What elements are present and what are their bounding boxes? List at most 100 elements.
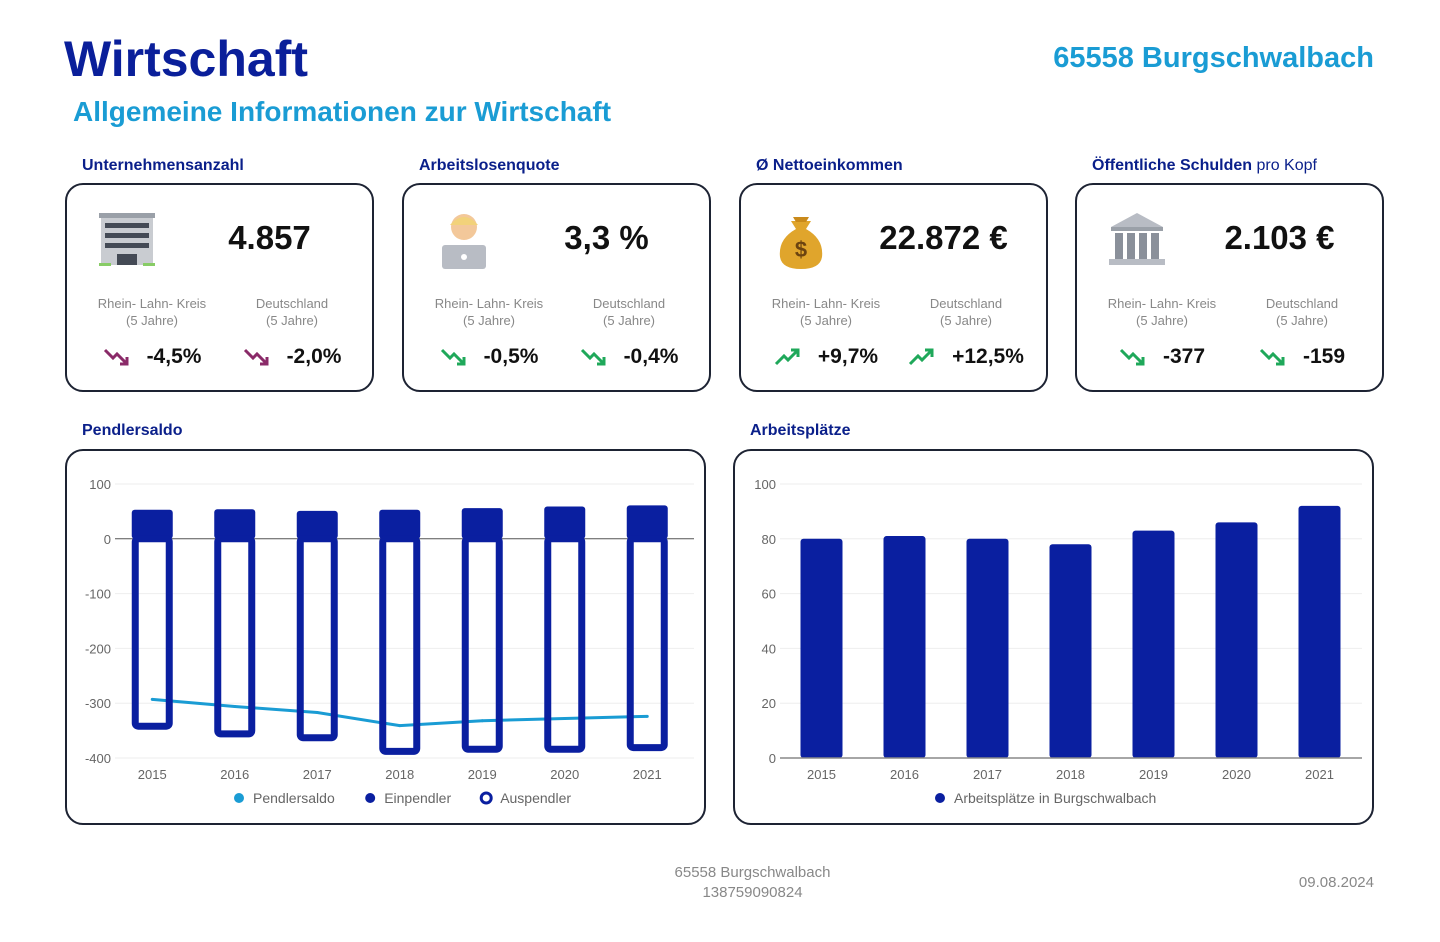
- pendlersaldo-point: [480, 719, 484, 723]
- einpendler-bar: [214, 509, 256, 539]
- x-tick-label: 2017: [303, 767, 332, 782]
- pendlersaldo-chart: 100 0 -100 -200 -300 -400 2015 2016 2017 2018 2019…: [85, 477, 694, 806]
- auspendler-bar: [626, 535, 668, 752]
- pendlersaldo-point: [645, 714, 649, 718]
- kpi-change-country: -2,0%: [222, 345, 362, 369]
- kpi-value: 3,3 %: [564, 219, 649, 256]
- legend-marker-icon: [234, 793, 244, 803]
- einpendler-bar: [544, 506, 586, 539]
- arbeitsplaetze-bar: [1049, 544, 1092, 758]
- y-tick-label: -200: [85, 641, 111, 656]
- pendlersaldo-point: [398, 724, 402, 728]
- kpi-compare-region: Rhein- Lahn- Kreis (5 Jahre): [1107, 296, 1217, 328]
- footer-location: 65558 Burgschwalbach: [674, 864, 831, 881]
- auspendler-bar: [296, 535, 338, 742]
- x-tick-label: 2016: [220, 767, 249, 782]
- kpi-compare-region: Rhein- Lahn- Kreis (5 Jahre): [434, 296, 544, 328]
- kpi-compare-country: Deutschland (5 Jahre): [592, 296, 666, 328]
- footer-id: 138759090824: [702, 884, 803, 901]
- kpi-value: 2.103 €: [1224, 219, 1335, 256]
- kpi-change-country: -0,4%: [559, 345, 699, 369]
- kpi-label: Unternehmensanzahl: [82, 157, 244, 174]
- kpi-change-region: -0,5%: [419, 345, 559, 369]
- einpendler-bar: [296, 510, 338, 539]
- kpi-card: 2.103 € Rhein- Lahn- Kreis (5 Jahre) Deutsc…: [1075, 183, 1384, 392]
- pendlersaldo-title: Pendlersaldo: [82, 422, 183, 439]
- kpi-card: $22.872 € Rhein- Lahn- Kreis (5 Jahre) Deut…: [739, 183, 1048, 392]
- auspendler-bar: [379, 535, 421, 755]
- trend-down-icon: [440, 348, 466, 366]
- x-tick-label: 2019: [1139, 767, 1168, 782]
- einpendler-bar: [379, 509, 421, 539]
- kpi-change-country: -159: [1232, 345, 1372, 369]
- einpendler-bar: [461, 508, 503, 539]
- arbeitsplaetze-bar: [1215, 522, 1258, 758]
- y-tick-label: 80: [762, 532, 776, 547]
- arbeitsplaetze-title: Arbeitsplätze: [750, 422, 851, 439]
- trend-down-icon: [103, 348, 129, 366]
- einpendler-bar: [131, 509, 173, 539]
- trend-down-icon: [1119, 348, 1145, 366]
- auspendler-bar: [544, 535, 586, 753]
- x-tick-label: 2015: [807, 767, 836, 782]
- x-tick-label: 2018: [1056, 767, 1085, 782]
- pendlersaldo-point: [233, 704, 237, 708]
- person-laptop-icon: [442, 214, 486, 269]
- money-bag-icon: $: [779, 217, 823, 269]
- einpendler-bar: [626, 505, 668, 539]
- kpi-value: 22.872 €: [879, 219, 1008, 256]
- bank-building-icon: [1109, 213, 1165, 265]
- trend-down-icon: [580, 348, 606, 366]
- kpi-change-region: +9,7%: [756, 345, 896, 369]
- x-tick-label: 2021: [1305, 767, 1334, 782]
- legend-label: Einpendler: [384, 790, 451, 806]
- auspendler-bar: [461, 535, 503, 753]
- pendlersaldo-panel: 100 0 -100 -200 -300 -400 2015 2016 2017 2018 2019…: [65, 449, 706, 825]
- x-tick-label: 2015: [138, 767, 167, 782]
- legend-marker-icon: [479, 791, 493, 805]
- location-title: 65558 Burgschwalbach: [1053, 42, 1374, 74]
- footer-info: 65558 Burgschwalbach 138759090824: [0, 863, 1440, 903]
- y-tick-label: 100: [89, 477, 111, 492]
- legend-label: Auspendler: [500, 790, 571, 806]
- y-tick-label: 0: [769, 751, 776, 766]
- page-subtitle: Allgemeine Informationen zur Wirtschaft: [73, 96, 612, 127]
- kpi-label: Ø Nettoeinkommen: [756, 157, 903, 174]
- page-title: Wirtschaft: [64, 31, 309, 87]
- kpi-compare-region: Rhein- Lahn- Kreis (5 Jahre): [771, 296, 881, 328]
- arbeitsplaetze-chart: 0 20 40 60 80 100 2015 2016 2017 2018 2019 2020 2021…: [754, 477, 1362, 806]
- kpi-card: 3,3 % Rhein- Lahn- Kreis (5 Jahre) Deutschl…: [402, 183, 711, 392]
- arbeitsplaetze-bar: [1298, 505, 1341, 758]
- kpi-compare-region: Rhein- Lahn- Kreis (5 Jahre): [97, 296, 207, 328]
- auspendler-bar: [131, 535, 173, 730]
- y-tick-label: -100: [85, 587, 111, 602]
- footer-date: 09.08.2024: [1298, 874, 1374, 891]
- trend-down-icon: [1259, 348, 1285, 366]
- x-tick-label: 2020: [1222, 767, 1251, 782]
- kpi-label: Arbeitslosenquote: [419, 157, 560, 174]
- pendlersaldo-point: [150, 697, 154, 701]
- trend-down-icon: [243, 348, 269, 366]
- x-tick-label: 2021: [633, 767, 662, 782]
- x-tick-label: 2019: [468, 767, 497, 782]
- kpi-compare-country: Deutschland (5 Jahre): [1265, 296, 1339, 328]
- x-tick-label: 2018: [385, 767, 414, 782]
- kpi-value: 4.857: [228, 219, 311, 256]
- y-tick-label: 20: [762, 696, 776, 711]
- kpi-change-region: -377: [1092, 345, 1232, 369]
- arbeitsplaetze-bar: [800, 538, 843, 758]
- svg-text:$: $: [795, 237, 807, 262]
- kpi-label: Öffentliche Schulden pro Kopf: [1092, 157, 1317, 174]
- x-tick-label: 2016: [890, 767, 919, 782]
- auspendler-bar: [214, 535, 256, 738]
- kpi-card: 4.857 Rhein- Lahn- Kreis (5 Jahre) Deutschl…: [65, 183, 374, 392]
- legend-marker-icon: [365, 793, 376, 803]
- office-building-icon: [99, 213, 155, 266]
- arbeitsplaetze-bar: [1132, 530, 1175, 758]
- x-tick-label: 2017: [973, 767, 1002, 782]
- y-tick-label: 40: [762, 641, 776, 656]
- y-tick-label: -300: [85, 696, 111, 711]
- x-tick-label: 2020: [550, 767, 579, 782]
- y-tick-label: -400: [85, 751, 111, 766]
- legend-label: Pendlersaldo: [253, 790, 335, 806]
